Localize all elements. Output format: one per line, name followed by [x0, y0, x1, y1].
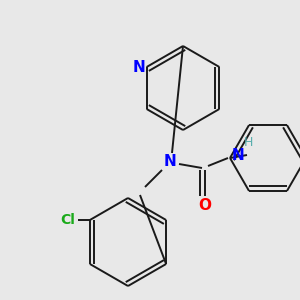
Text: O: O: [199, 197, 212, 212]
Text: N: N: [132, 59, 145, 74]
Text: H: H: [243, 136, 253, 149]
Text: Cl: Cl: [61, 213, 75, 227]
Text: N: N: [232, 148, 244, 163]
Text: N: N: [164, 154, 176, 169]
